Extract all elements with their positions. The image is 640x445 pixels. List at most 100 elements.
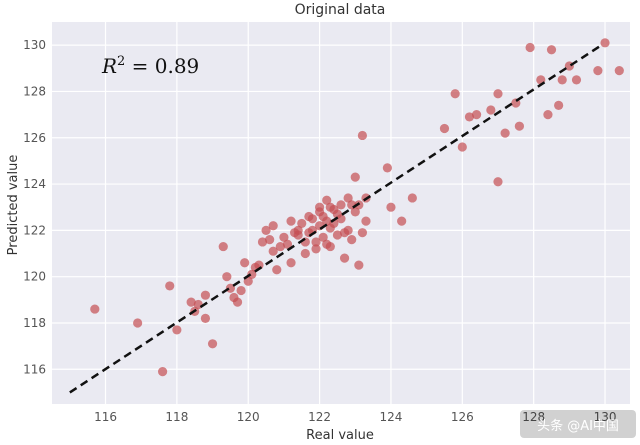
data-point — [322, 195, 332, 205]
y-tick-label: 116 — [23, 362, 46, 376]
data-point — [486, 105, 496, 115]
data-point — [600, 38, 610, 48]
data-point — [225, 283, 235, 293]
data-point — [336, 200, 346, 210]
y-tick-label: 124 — [23, 177, 46, 191]
r2-base: R — [101, 54, 117, 78]
data-point — [514, 121, 524, 131]
y-tick-label: 126 — [23, 131, 46, 145]
x-tick-label: 126 — [451, 410, 474, 424]
data-point — [318, 232, 328, 242]
data-point — [200, 290, 211, 300]
r2-exponent: 2 — [117, 54, 125, 69]
data-point — [90, 304, 100, 314]
data-point — [614, 66, 624, 76]
x-tick-label: 118 — [165, 410, 188, 424]
x-tick-label: 120 — [237, 410, 260, 424]
data-point — [236, 285, 246, 296]
data-point — [471, 110, 482, 120]
data-point — [322, 216, 332, 226]
data-point — [240, 258, 250, 268]
data-point — [261, 225, 271, 235]
r-squared-annotation: R2 = 0.89 — [101, 54, 199, 78]
data-point — [350, 207, 360, 217]
data-point — [347, 235, 357, 245]
data-point — [293, 230, 303, 240]
data-point — [554, 100, 564, 110]
data-point — [158, 366, 168, 377]
r2-value: = 0.89 — [125, 54, 199, 78]
data-point — [357, 228, 368, 238]
data-point — [200, 313, 211, 323]
y-axis-label: Predicted value — [6, 155, 21, 256]
x-tick-label: 122 — [308, 410, 331, 424]
fit-line — [69, 44, 603, 394]
data-point — [286, 216, 296, 226]
data-point — [557, 75, 567, 85]
data-point — [232, 297, 243, 307]
data-point — [297, 218, 307, 229]
data-point — [222, 272, 232, 282]
data-point — [361, 216, 371, 226]
data-point — [268, 221, 278, 231]
watermark: 头条 @AI中国 — [520, 410, 636, 438]
data-point — [279, 232, 289, 242]
x-tick-label: 116 — [94, 410, 117, 424]
data-point — [500, 128, 510, 138]
data-point — [382, 163, 392, 173]
data-point — [307, 214, 318, 224]
data-point — [311, 237, 321, 247]
data-point — [546, 45, 557, 55]
data-point — [457, 142, 467, 152]
data-point — [407, 193, 417, 203]
y-tick-label: 120 — [23, 270, 46, 284]
grid-lines — [52, 22, 630, 404]
data-point — [282, 239, 293, 249]
y-tick-labels: 116 118 120 122 124 126 128 130 — [23, 38, 46, 376]
data-point — [525, 42, 535, 53]
x-tick-label: 128 — [522, 410, 545, 424]
data-point — [300, 248, 310, 259]
data-point — [450, 89, 460, 99]
data-point — [268, 246, 278, 256]
data-point — [339, 253, 350, 263]
data-point — [336, 214, 346, 224]
x-tick-labels: 116 118 120 122 124 126 128 130 — [94, 410, 616, 424]
data-point — [386, 202, 396, 212]
data-point — [133, 318, 143, 328]
data-point — [332, 230, 343, 240]
y-tick-label: 130 — [23, 38, 46, 52]
data-point — [311, 244, 321, 254]
data-point — [350, 172, 360, 182]
y-tick-label: 122 — [23, 223, 46, 237]
y-tick-label: 118 — [23, 316, 46, 330]
data-point — [397, 216, 407, 226]
data-point — [207, 339, 218, 349]
data-point — [243, 276, 253, 286]
data-point — [493, 89, 503, 99]
data-point — [218, 241, 228, 252]
data-point — [257, 237, 268, 247]
x-tick-label: 130 — [594, 410, 617, 424]
data-point — [186, 297, 196, 307]
data-point — [286, 258, 296, 268]
x-axis-label: Real value — [306, 428, 374, 443]
data-point — [439, 123, 450, 134]
y-tick-label: 128 — [23, 84, 46, 98]
data-point — [343, 193, 353, 203]
data-point — [357, 130, 368, 141]
x-tick-label: 124 — [379, 410, 402, 424]
data-point — [325, 241, 335, 252]
data-point — [265, 235, 275, 245]
data-point — [165, 281, 175, 291]
data-point — [247, 269, 257, 279]
data-point — [275, 241, 285, 252]
data-point — [354, 260, 364, 270]
data-point — [172, 325, 182, 335]
data-point — [593, 66, 603, 76]
data-point — [571, 75, 582, 85]
watermark-text: 头条 @AI中国 — [537, 418, 619, 434]
data-point — [343, 225, 353, 235]
data-point — [493, 177, 503, 187]
